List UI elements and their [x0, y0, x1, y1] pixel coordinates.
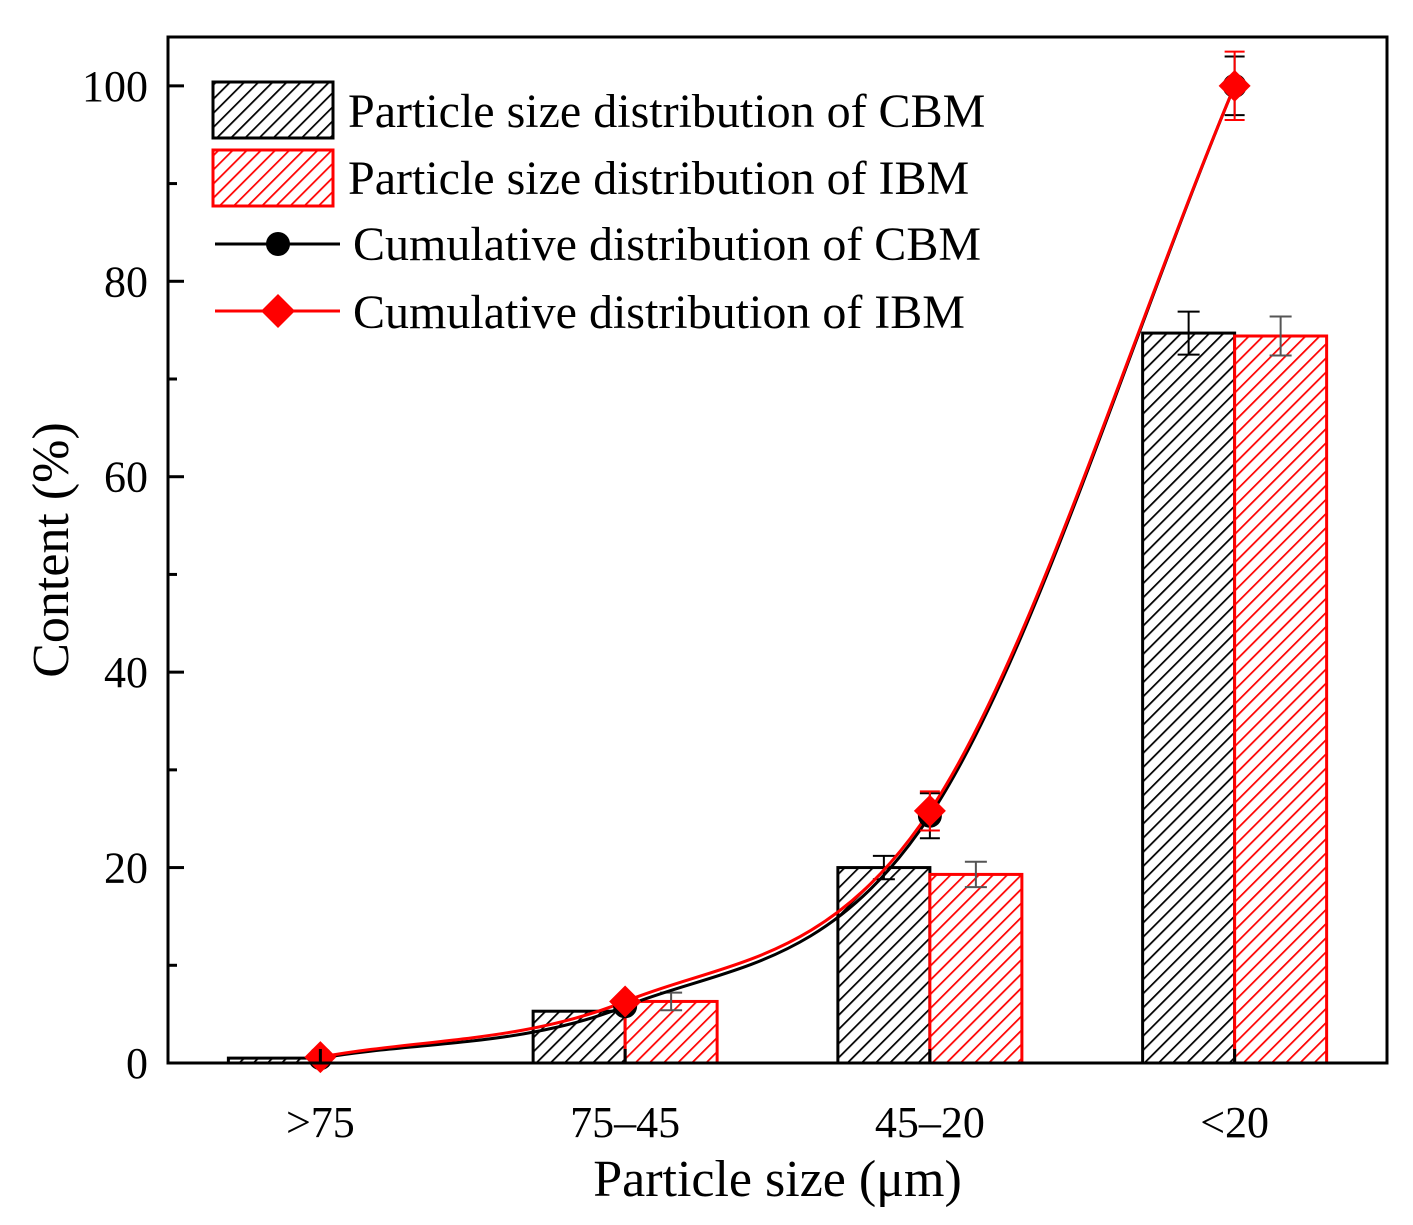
y-tick-label-20: 20: [104, 844, 148, 893]
point-ibm-2: [913, 794, 946, 827]
legend-label-bar-cbm: Particle size distribution of CBM: [348, 85, 985, 138]
bar-ibm-3: [1233, 334, 1329, 1065]
legend-item-line-cbm: Cumulative distribution of CBM: [215, 218, 981, 271]
x-tick-label-3: <20: [1200, 1098, 1269, 1147]
bars-layer: [226, 310, 1329, 1065]
legend-item-line-ibm: Cumulative distribution of IBM: [215, 286, 965, 339]
point-ibm-1: [609, 985, 642, 1018]
x-tick-label-0: >75: [286, 1098, 355, 1147]
legend-swatch-bar-cbm: [211, 80, 335, 140]
y-tick-label-100: 100: [82, 62, 148, 111]
legend-item-bar-ibm: Particle size distribution of IBM: [211, 148, 969, 208]
legend-marker-circle: [266, 232, 290, 256]
x-axis-title: Particle size (μm): [593, 1151, 962, 1208]
x-tick-label-1: 75–45: [570, 1098, 680, 1147]
bar-cbm-1: [531, 1009, 627, 1065]
bar-error-cbm-3: [1177, 310, 1200, 356]
legend-label-line-cbm: Cumulative distribution of CBM: [353, 218, 981, 271]
bar-cbm-2: [836, 866, 932, 1065]
y-tick-label-40: 40: [104, 648, 148, 697]
y-axis-title: Content (%): [23, 422, 80, 678]
y-tick-label-0: 0: [126, 1039, 148, 1088]
legend-swatch-bar-ibm: [211, 148, 335, 208]
bar-ibm-1: [623, 999, 719, 1065]
legend-item-bar-cbm: Particle size distribution of CBM: [211, 80, 985, 140]
legend-label-bar-ibm: Particle size distribution of IBM: [348, 152, 969, 205]
y-tick-label-60: 60: [104, 453, 148, 502]
legend: Particle size distribution of CBM Partic…: [211, 80, 985, 339]
cumulative-line-ibm: [320, 85, 1237, 1059]
bar-error-ibm-2: [964, 860, 987, 889]
bar-ibm-2: [928, 872, 1024, 1065]
axis-ticks: 0 20 40 60 80 100 >75 75–45 45–20 <20: [82, 62, 1269, 1147]
plot-frame: [166, 35, 1389, 1065]
point-ibm-3: [1218, 69, 1251, 102]
y-tick-label-80: 80: [104, 257, 148, 306]
bar-error-ibm-3: [1269, 315, 1292, 357]
bar-cbm-3: [1141, 331, 1237, 1065]
x-tick-label-2: 45–20: [875, 1098, 985, 1147]
legend-marker-diamond: [261, 294, 295, 328]
cumulative-curves: [320, 85, 1237, 1060]
legend-label-line-ibm: Cumulative distribution of IBM: [353, 286, 965, 339]
